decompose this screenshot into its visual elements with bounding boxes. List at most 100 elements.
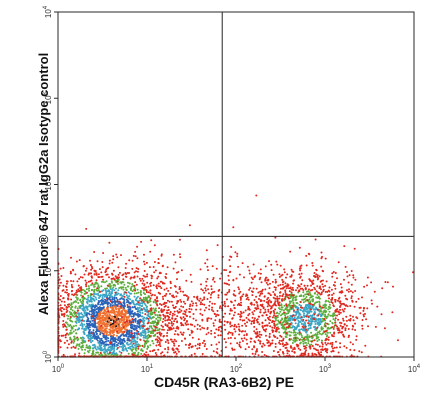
event-dot [268, 304, 271, 307]
event-dot [305, 338, 307, 341]
event-dot [143, 260, 145, 263]
event-dot [122, 339, 125, 341]
event-dot [263, 354, 266, 356]
event-dot [242, 293, 245, 296]
event-dot [290, 338, 293, 341]
event-dot [156, 322, 159, 325]
event-dot [210, 329, 213, 332]
event-dot [219, 334, 222, 337]
event-dot [261, 351, 264, 353]
event-dot [140, 299, 143, 302]
event-dot [300, 264, 303, 267]
event-dot [130, 348, 133, 351]
event-dot [105, 290, 108, 293]
event-dot [310, 320, 312, 323]
event-dot [171, 295, 174, 298]
event-dot [182, 316, 185, 319]
event-dot [261, 322, 264, 325]
event-dot [244, 309, 247, 312]
event-dot [95, 298, 98, 301]
event-dot [322, 304, 325, 307]
event-dot [65, 286, 68, 289]
event-dot [95, 331, 97, 333]
event-dot [79, 316, 82, 319]
event-dot [91, 303, 94, 306]
event-dot [283, 327, 286, 330]
event-dot [77, 312, 80, 315]
event-dot [355, 300, 358, 303]
event-dot [332, 314, 335, 317]
event-dot [118, 276, 120, 279]
event-dot [80, 346, 83, 349]
event-dot [320, 351, 323, 354]
event-dot [151, 311, 154, 314]
event-dot [66, 323, 69, 326]
event-dot [298, 331, 301, 334]
event-dot [292, 294, 295, 297]
event-dot [128, 272, 131, 274]
event-dot [59, 308, 62, 311]
event-dot [208, 304, 211, 307]
event-dot [160, 253, 163, 256]
event-dot [122, 286, 125, 289]
event-dot [89, 339, 92, 342]
event-dot [199, 303, 202, 306]
event-dot [224, 293, 227, 296]
event-dot [233, 289, 236, 292]
event-dot [178, 253, 181, 256]
event-dot [101, 296, 104, 299]
event-dot [316, 336, 319, 339]
event-dot [373, 290, 376, 293]
event-dot [92, 312, 95, 315]
event-dot [291, 270, 294, 273]
event-dot [67, 297, 70, 300]
event-dot [213, 290, 216, 293]
event-dot [137, 303, 140, 306]
event-dot [142, 318, 145, 320]
event-dot [321, 283, 324, 286]
event-dot [223, 324, 226, 326]
event-dot [116, 330, 119, 333]
event-dot [341, 308, 344, 311]
event-dot [279, 264, 282, 267]
event-dot [239, 310, 242, 313]
event-dot [59, 295, 62, 297]
event-dot [101, 319, 104, 322]
event-dot [163, 308, 166, 311]
event-dot [255, 295, 258, 298]
event-dot [92, 351, 94, 354]
event-dot [240, 312, 243, 315]
event-dot [70, 341, 73, 344]
event-dot [282, 280, 285, 283]
event-dot [234, 299, 237, 302]
event-dot [391, 311, 394, 314]
event-dot [105, 327, 108, 330]
event-dot [276, 297, 279, 300]
event-dot [110, 280, 113, 283]
event-dot [317, 291, 320, 294]
event-dot [153, 294, 156, 297]
event-dot [302, 352, 305, 355]
event-dot [303, 337, 305, 340]
event-dot [238, 325, 241, 328]
event-dot [205, 284, 208, 287]
event-dot [328, 310, 331, 313]
y-tick-label: 104 [43, 5, 53, 18]
event-dot [222, 315, 225, 318]
event-dot [119, 281, 122, 284]
event-dot [324, 284, 327, 287]
event-dot [331, 341, 334, 344]
event-dot [311, 345, 314, 347]
event-dot [334, 272, 337, 274]
event-dot [157, 262, 160, 264]
event-dot [278, 312, 281, 315]
event-dot [304, 325, 307, 328]
event-dot [350, 283, 353, 286]
event-dot [113, 329, 116, 331]
event-dot [88, 330, 91, 333]
event-dot [72, 341, 75, 344]
event-dot [87, 347, 90, 350]
event-dot [278, 331, 281, 334]
event-dot [104, 343, 107, 346]
event-dot [84, 325, 87, 328]
